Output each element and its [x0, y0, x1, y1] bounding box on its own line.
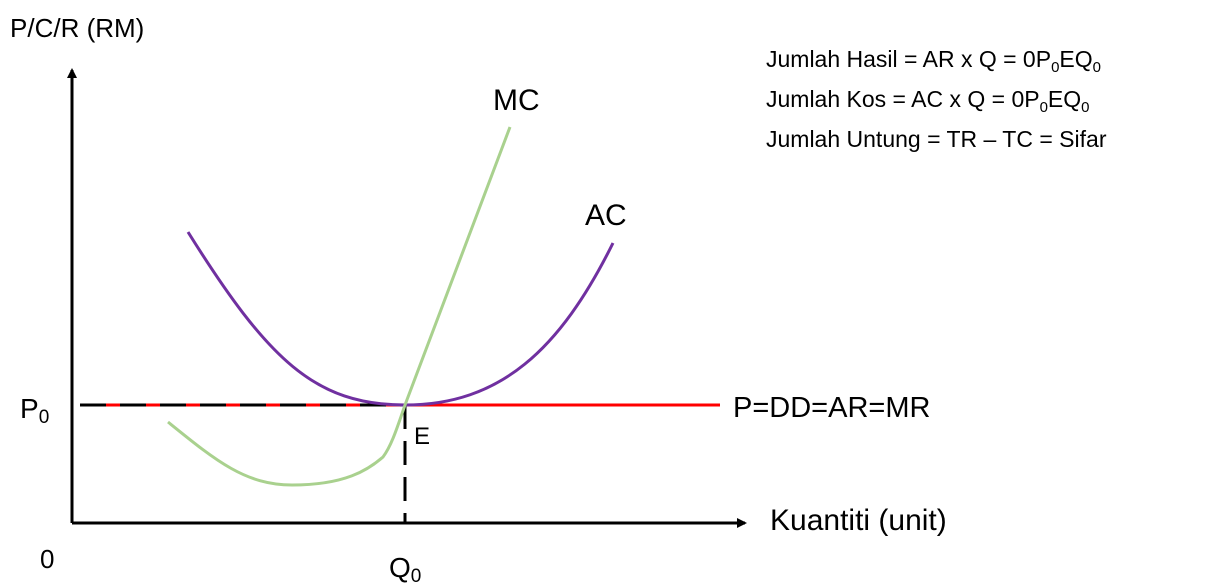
y-axis-label: P/C/R (RM): [10, 13, 144, 43]
quantity-level-label: Q0: [389, 552, 421, 587]
origin-label: 0: [40, 544, 54, 574]
price-level-label: P0: [20, 393, 49, 428]
demand-line-label: P=DD=AR=MR: [733, 392, 930, 424]
mc-curve-label: MC: [493, 84, 540, 117]
total-profit-equation: Jumlah Untung = TR – TC = Sifar: [766, 126, 1107, 152]
total-cost-equation: Jumlah Kos = AC x Q = 0P0EQ0: [766, 86, 1090, 116]
x-axis-label: Kuantiti (unit): [770, 504, 947, 537]
equilibrium-point-label: E: [414, 423, 430, 450]
ac-curve: [186, 231, 615, 407]
mc-curve: [167, 126, 512, 487]
ac-curve-label: AC: [585, 199, 627, 232]
total-revenue-equation: Jumlah Hasil = AR x Q = 0P0EQ0: [766, 46, 1101, 76]
